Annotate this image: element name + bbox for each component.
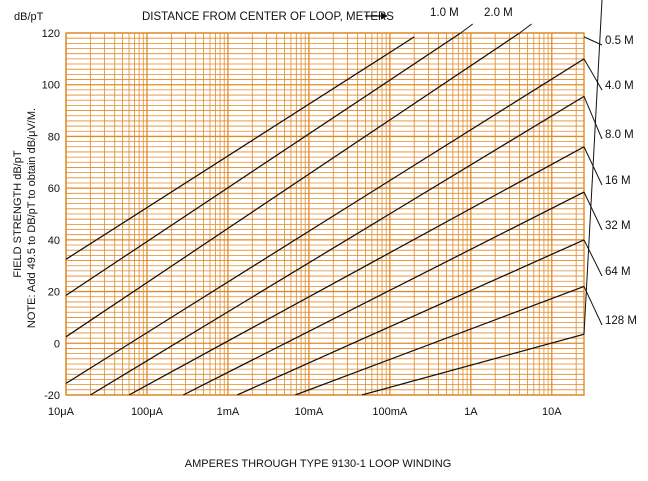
x-tick-label: 10μA [48,406,75,418]
series-line-0-5-m [66,36,415,260]
y-tick-label: 100 [42,80,60,92]
y-tick-label: 80 [48,131,60,143]
plot-border [65,32,585,396]
series-line-32-m [182,191,584,395]
x-axis-label: AMPERES THROUGH TYPE 9130-1 LOOP WINDING [185,458,452,470]
x-tick-label: 1mA [217,406,240,418]
series-line-4-0-m [66,58,584,384]
y-tick-label: 20 [48,287,60,299]
series-label-1-0-m: 1.0 M [430,7,459,19]
series-leader-2-0-m [519,23,532,34]
series-label-256-m: 256 M [605,0,637,3]
y-tick-label: 60 [48,183,60,195]
x-tick-label: 10A [542,406,562,418]
series-leader-4-0-m [583,58,603,91]
y-tick-label: 40 [48,235,60,247]
series-labels: 0.5 M 1.0 M 2.0 M 4.0 M 8.0 M 16 M 32 M 64 M 128… [430,0,637,335]
series-leader-0-5-m [583,36,603,46]
series-leader-128-m [583,286,603,326]
series-label-2-0-m: 2.0 M [484,7,513,19]
series-line-256-m [361,333,584,395]
y-tick-label: 120 [42,28,60,40]
series-lines [66,33,584,395]
series-label-16-m: 16 M [605,175,631,187]
series-leader-256-m [583,0,603,335]
series-leader-8-0-m [583,96,603,140]
series-line-1-0-m [66,33,462,296]
series-leader-32-m [583,191,603,231]
y-tick-labels: -20 0 20 40 60 80 100 120 [42,28,60,402]
x-tick-label: 100μA [131,406,164,418]
series-label-32-m: 32 M [605,220,631,232]
x-tick-label: 10mA [295,406,324,418]
series-leader-64-m [583,239,603,277]
x-tick-labels: 10μA 100μA 1mA 10mA 100mA 1A 10A [48,406,562,418]
series-label-4-0-m: 4.0 M [605,80,634,92]
chart-title: DISTANCE FROM CENTER OF LOOP, METERS [142,11,394,23]
series-line-16-m [128,146,584,395]
x-tick-label: 1A [464,406,478,418]
series-label-64-m: 64 M [605,266,631,278]
series-line-2-0-m [66,33,520,338]
y-tick-label: 0 [54,338,60,350]
y-unit-label: dB/pT [14,11,44,23]
series-line-128-m [295,285,584,395]
series-line-8-0-m [90,95,584,395]
series-leader-1-0-m [460,23,474,34]
series-line-64-m [236,239,584,395]
title-arrow-icon [365,12,388,20]
plot-frame [65,32,585,396]
series-label-0-5-m: 0.5 M [605,35,634,47]
y-axis-note: NOTE: Add 49.5 to DB/pT to obtain dB/μV/… [26,108,38,328]
series-label-128-m: 128 M [605,315,637,327]
y-tick-label: -20 [44,390,60,402]
series-label-8-0-m: 8.0 M [605,129,634,141]
chart-grid [65,32,584,396]
y-axis-label: FIELD STRENGTH dB/pT [12,150,24,277]
x-tick-label: 100mA [372,406,408,418]
